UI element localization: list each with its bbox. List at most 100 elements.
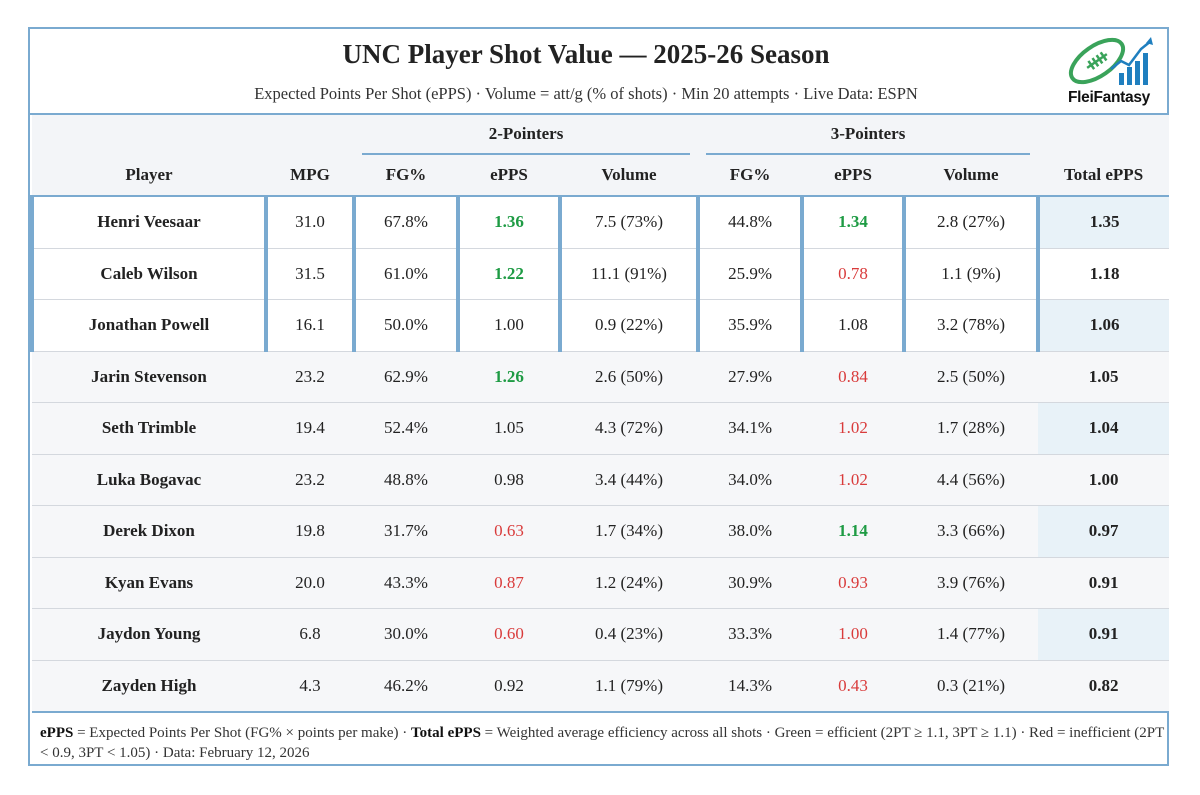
shot-value-table: 2-Pointers 3-Pointers Player MPG FG% ePP… <box>30 115 1170 713</box>
fg3-cell: 30.9% <box>698 557 803 609</box>
vol3-cell: 0.3 (21%) <box>904 660 1039 713</box>
total-epps-cell: 1.00 <box>1038 454 1170 506</box>
vol2-cell: 7.5 (73%) <box>557 196 699 249</box>
epps3-cell: 1.14 <box>802 505 905 558</box>
total-epps-cell: 0.82 <box>1038 660 1170 713</box>
fg3-cell: 34.1% <box>698 402 803 455</box>
mpg-cell: 19.4 <box>266 402 354 455</box>
card-header: UNC Player Shot Value — 2025-26 Season E… <box>30 29 1167 115</box>
fleifantasy-logo: FleiFantasy <box>1063 35 1155 109</box>
mpg-cell: 31.5 <box>264 248 354 300</box>
mpg-cell: 4.3 <box>266 660 354 713</box>
col-2pt-fg: FG% <box>354 155 458 197</box>
fg2-cell: 62.9% <box>354 351 458 403</box>
col-total-epps: Total ePPS <box>1038 155 1170 197</box>
vol3-cell: 1.7 (28%) <box>904 402 1039 455</box>
fg3-cell: 35.9% <box>696 299 803 352</box>
mpg-cell: 6.8 <box>266 608 354 661</box>
logo-text: FleiFantasy <box>1068 89 1150 106</box>
mpg-cell: 19.8 <box>266 505 354 558</box>
fg3-cell: 25.9% <box>696 248 803 300</box>
fg2-cell: 61.0% <box>352 248 458 300</box>
fg2-cell: 31.7% <box>354 505 458 558</box>
vol2-cell: 1.7 (34%) <box>560 505 699 558</box>
col-2pt-epps: ePPS <box>458 155 560 197</box>
epps3-cell: 1.34 <box>800 196 905 249</box>
epps2-cell: 1.00 <box>456 299 560 352</box>
player-name: Luka Bogavac <box>32 454 266 506</box>
table-row: Seth Trimble 19.4 52.4% 1.05 4.3 (72%) 34.1% 1… <box>32 402 1170 455</box>
player-name: Caleb Wilson <box>30 248 266 300</box>
vol2-cell: 1.1 (79%) <box>560 660 699 713</box>
epps2-cell: 0.92 <box>458 660 560 713</box>
total-epps-cell: 0.97 <box>1038 505 1170 558</box>
player-name: Zayden High <box>32 660 266 713</box>
player-name: Henri Veesaar <box>30 196 266 249</box>
mpg-cell: 23.2 <box>266 351 354 403</box>
epps2-cell: 0.87 <box>458 557 560 609</box>
fg3-cell: 33.3% <box>698 608 803 661</box>
page-title: UNC Player Shot Value — 2025-26 Season <box>342 39 830 69</box>
fg3-cell: 44.8% <box>696 196 803 249</box>
vol2-cell: 1.2 (24%) <box>560 557 699 609</box>
epps3-cell: 0.78 <box>800 248 905 300</box>
group-2pt-header: 2-Pointers <box>354 115 699 155</box>
fg3-cell: 34.0% <box>698 454 803 506</box>
mpg-cell: 31.0 <box>264 196 354 249</box>
group-3pt-header: 3-Pointers <box>698 115 1039 155</box>
vol3-cell: 4.4 (56%) <box>904 454 1039 506</box>
table-row: Derek Dixon 19.8 31.7% 0.63 1.7 (34%) 38.0% 1.… <box>32 505 1170 558</box>
vol2-cell: 0.9 (22%) <box>557 299 699 352</box>
vol3-cell: 1.1 (9%) <box>902 248 1041 300</box>
footnote-term-total: Total ePPS <box>411 725 481 741</box>
epps2-cell: 1.05 <box>458 402 560 455</box>
fg2-cell: 48.8% <box>354 454 458 506</box>
player-name: Jonathan Powell <box>30 299 266 352</box>
fg2-cell: 46.2% <box>354 660 458 713</box>
page-subtitle: Expected Points Per Shot (ePPS) · Volume… <box>254 84 918 103</box>
vol3-cell: 1.4 (77%) <box>904 608 1039 661</box>
fg2-cell: 43.3% <box>354 557 458 609</box>
vol3-cell: 3.9 (76%) <box>904 557 1039 609</box>
table-row: Jarin Stevenson 23.2 62.9% 1.26 2.6 (50%) 27.… <box>32 351 1170 403</box>
epps2-cell: 0.60 <box>458 608 560 661</box>
column-header-row: Player MPG FG% ePPS Volume FG% ePPS Volu… <box>32 155 1170 197</box>
vol2-cell: 2.6 (50%) <box>560 351 699 403</box>
fg3-cell: 27.9% <box>698 351 803 403</box>
footnote-term-epps: ePPS <box>40 725 74 741</box>
total-epps-cell: 1.18 <box>1038 248 1170 300</box>
vol2-cell: 4.3 (72%) <box>560 402 699 455</box>
col-3pt-volume: Volume <box>904 155 1039 197</box>
vol3-cell: 2.5 (50%) <box>904 351 1039 403</box>
vol3-cell: 3.2 (78%) <box>902 299 1041 352</box>
group-header-row: 2-Pointers 3-Pointers <box>32 115 1170 155</box>
vol3-cell: 3.3 (66%) <box>904 505 1039 558</box>
mpg-cell: 23.2 <box>266 454 354 506</box>
fg2-cell: 52.4% <box>354 402 458 455</box>
player-name: Jarin Stevenson <box>32 351 266 403</box>
mpg-cell: 16.1 <box>264 299 354 352</box>
fg2-cell: 67.8% <box>352 196 458 249</box>
fg2-cell: 50.0% <box>352 299 458 352</box>
epps2-cell: 0.98 <box>458 454 560 506</box>
total-epps-cell: 1.05 <box>1038 351 1170 403</box>
epps2-cell: 1.22 <box>456 248 560 300</box>
col-2pt-volume: Volume <box>560 155 699 197</box>
fg3-cell: 38.0% <box>698 505 803 558</box>
col-3pt-fg: FG% <box>698 155 803 197</box>
vol2-cell: 0.4 (23%) <box>560 608 699 661</box>
table-row: Jaydon Young 6.8 30.0% 0.60 0.4 (23%) 33.3% 1.… <box>32 608 1170 661</box>
player-name: Kyan Evans <box>32 557 266 609</box>
vol2-cell: 11.1 (91%) <box>557 248 699 300</box>
fg2-cell: 30.0% <box>354 608 458 661</box>
shot-value-card: UNC Player Shot Value — 2025-26 Season E… <box>28 27 1170 766</box>
mpg-cell: 20.0 <box>266 557 354 609</box>
footnote: ePPS = Expected Points Per Shot (FG% × p… <box>40 723 1165 763</box>
col-3pt-epps: ePPS <box>802 155 905 197</box>
epps3-cell: 0.93 <box>802 557 905 609</box>
epps2-cell: 0.63 <box>458 505 560 558</box>
table-row: Caleb Wilson 31.5 61.0% 1.22 11.1 (91%) 25.9%… <box>30 248 1170 300</box>
epps3-cell: 0.43 <box>802 660 905 713</box>
footnote-def-epps: = Expected Points Per Shot (FG% × points… <box>73 725 412 741</box>
epps2-cell: 1.26 <box>458 351 560 403</box>
